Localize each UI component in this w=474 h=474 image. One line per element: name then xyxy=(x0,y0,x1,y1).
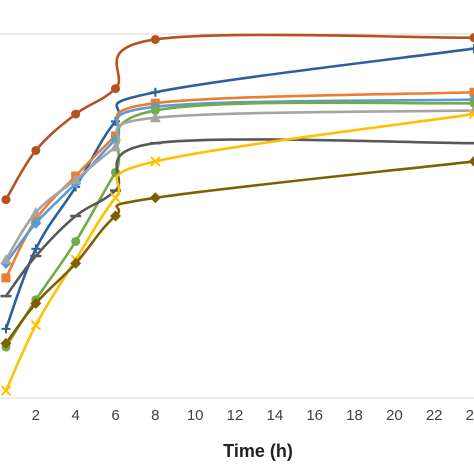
series-group xyxy=(0,155,474,349)
data-point xyxy=(110,192,121,204)
data-point xyxy=(110,210,122,222)
data-point xyxy=(31,244,41,254)
x-tick-label: 4 xyxy=(72,407,80,424)
data-point xyxy=(468,108,474,120)
data-point xyxy=(150,34,160,44)
data-point xyxy=(150,87,160,97)
data-point xyxy=(31,145,41,155)
data-point xyxy=(468,155,474,167)
data-point xyxy=(1,273,11,283)
data-point xyxy=(71,109,81,119)
x-tick-label: 18 xyxy=(346,407,363,424)
data-point xyxy=(1,324,11,334)
x-tick-label: 6 xyxy=(111,407,119,424)
series-line xyxy=(4,112,474,393)
x-tick-label: 8 xyxy=(151,407,159,424)
series-group xyxy=(1,98,474,352)
data-point xyxy=(30,319,42,331)
data-point xyxy=(111,84,121,94)
data-point xyxy=(469,44,474,54)
data-point xyxy=(469,98,474,108)
data-point xyxy=(0,337,12,349)
series-group xyxy=(0,104,474,265)
x-tick-label: 22 xyxy=(426,407,443,424)
data-point xyxy=(30,297,42,309)
data-point xyxy=(70,174,82,185)
data-point xyxy=(150,156,161,167)
series-group xyxy=(0,138,474,298)
x-tick-label: 16 xyxy=(306,407,323,424)
data-point xyxy=(71,236,81,246)
data-point xyxy=(30,217,42,229)
data-point xyxy=(0,385,12,396)
x-axis-title: Time (h) xyxy=(223,441,293,461)
data-point xyxy=(149,192,161,204)
x-tick-labels: 24681012141618202224 xyxy=(32,407,474,424)
x-tick-label: 20 xyxy=(386,407,403,424)
series-group xyxy=(0,108,474,396)
x-tick-label: 2 xyxy=(32,407,40,424)
x-tick-label: 14 xyxy=(266,407,283,424)
data-point xyxy=(30,206,42,217)
data-point xyxy=(149,112,161,123)
data-point xyxy=(110,141,122,152)
series-group xyxy=(1,33,474,205)
data-point xyxy=(0,254,12,265)
data-point xyxy=(469,87,474,97)
data-point xyxy=(1,195,11,205)
data-point xyxy=(150,105,160,115)
x-tick-label: 24 xyxy=(466,407,474,424)
x-tick-label: 10 xyxy=(187,407,204,424)
series-line xyxy=(4,138,474,298)
data-point xyxy=(70,257,82,269)
x-tick-label: 12 xyxy=(227,407,244,424)
series-layer xyxy=(0,33,474,396)
data-point xyxy=(469,33,474,43)
